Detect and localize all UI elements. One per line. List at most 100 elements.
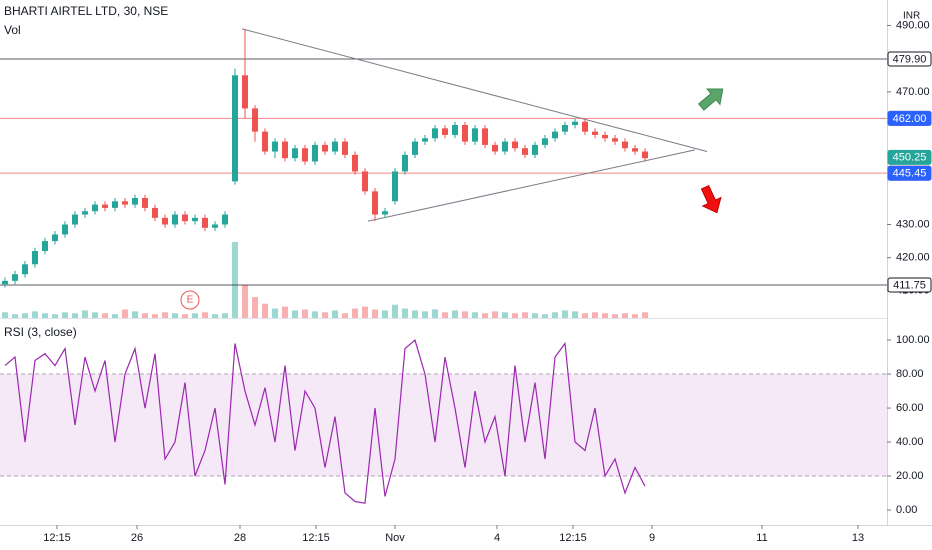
volume-bar [52, 314, 58, 318]
volume-bar [202, 312, 208, 318]
volume-bar [372, 309, 378, 318]
rsi-tick-label: 80.00 [896, 368, 924, 380]
price-label: 411.75 [893, 279, 926, 291]
candle-body [52, 234, 58, 242]
candle-body [242, 75, 248, 109]
volume-bar [402, 308, 408, 318]
candle-body [332, 141, 338, 152]
volume-bar [392, 304, 398, 318]
candle-body [562, 125, 568, 132]
volume-bar [122, 309, 128, 318]
candle-body [282, 141, 288, 159]
candle-body [82, 211, 88, 215]
y-tick-label: 470.00 [896, 86, 930, 98]
candle-body [512, 141, 518, 149]
candle-body [62, 224, 68, 235]
volume-bar [102, 313, 108, 318]
volume-bar [512, 313, 518, 318]
price-label-box [887, 51, 932, 67]
volume-bar [572, 311, 578, 318]
plot-area: E [0, 28, 887, 504]
event-marker [180, 290, 200, 310]
volume-bar [532, 313, 538, 318]
y-tick-label: 420.00 [896, 252, 930, 264]
candle-body [452, 125, 458, 135]
volume-bar [42, 313, 48, 318]
volume-bar [82, 310, 88, 318]
candle-body [502, 141, 508, 152]
volume-bar [562, 310, 568, 318]
rsi-title: RSI (3, close) [4, 325, 77, 339]
volume-bar [362, 306, 368, 318]
candle-body [32, 251, 38, 265]
candle-body [602, 134, 608, 139]
price-label-box [887, 165, 932, 181]
candle-body [262, 131, 268, 152]
candle-body [422, 138, 428, 142]
candle-body [362, 171, 368, 192]
volume-bar [252, 297, 258, 318]
volume-bar [152, 314, 158, 318]
volume-bar [522, 312, 528, 318]
volume-bar [222, 313, 228, 318]
candle-body [522, 148, 528, 155]
x-tick-label: 13 [852, 532, 864, 544]
rsi-line [4, 339, 646, 504]
candle-body [582, 121, 588, 132]
volume-bar [502, 312, 508, 318]
volume-bar [112, 314, 118, 318]
candle-body [532, 144, 538, 155]
volume-bar [582, 313, 588, 318]
candle-body [42, 241, 48, 252]
candle-body [172, 214, 178, 225]
rsi-tick-label: 60.00 [896, 402, 924, 414]
price-label-box [887, 149, 932, 165]
volume-bar [472, 312, 478, 318]
volume-bar [492, 311, 498, 318]
candle-body [312, 144, 318, 162]
volume-bar [412, 310, 418, 318]
candle-body [212, 224, 218, 228]
volume-bar [542, 314, 548, 318]
y-tick-label: 430.00 [896, 218, 930, 230]
candle-body [342, 141, 348, 155]
candle-body [102, 204, 108, 208]
volume-bar [72, 313, 78, 318]
volume-bar [382, 310, 388, 318]
x-tick-label: Nov [385, 532, 405, 544]
volume-bar [212, 314, 218, 318]
candle-body [302, 148, 308, 162]
volume-bar [272, 308, 278, 318]
volume-bar [12, 314, 18, 318]
volume-bar [242, 284, 248, 318]
candle-body [592, 131, 598, 135]
candle-body [382, 211, 388, 215]
volume-bar [162, 312, 168, 318]
candle-body [542, 138, 548, 145]
candle-body [622, 141, 628, 149]
volume-bar [612, 314, 618, 318]
currency: INR [903, 11, 920, 22]
volume-bar [632, 314, 638, 318]
candle-body [432, 128, 438, 139]
candle-body [232, 75, 238, 182]
x-tick-label: 9 [649, 532, 655, 544]
candle-body [142, 197, 148, 208]
volume-bar [352, 308, 358, 318]
price-label: 445.45 [893, 168, 927, 180]
volume-bar [172, 313, 178, 318]
x-tick-label: 12:15 [43, 532, 71, 544]
candle-body [442, 128, 448, 135]
volume-bar [142, 313, 148, 318]
volume-bar [552, 312, 558, 318]
candle-body [612, 138, 618, 142]
volume-bar [22, 313, 28, 318]
candle-body [92, 204, 98, 212]
x-tick-label: 12:15 [559, 532, 587, 544]
x-tick-label: 11 [756, 532, 767, 544]
volume-bar [322, 312, 328, 318]
volume-bar [132, 311, 138, 318]
y-tick-label: 490.00 [896, 19, 930, 31]
candle-body [552, 131, 558, 139]
